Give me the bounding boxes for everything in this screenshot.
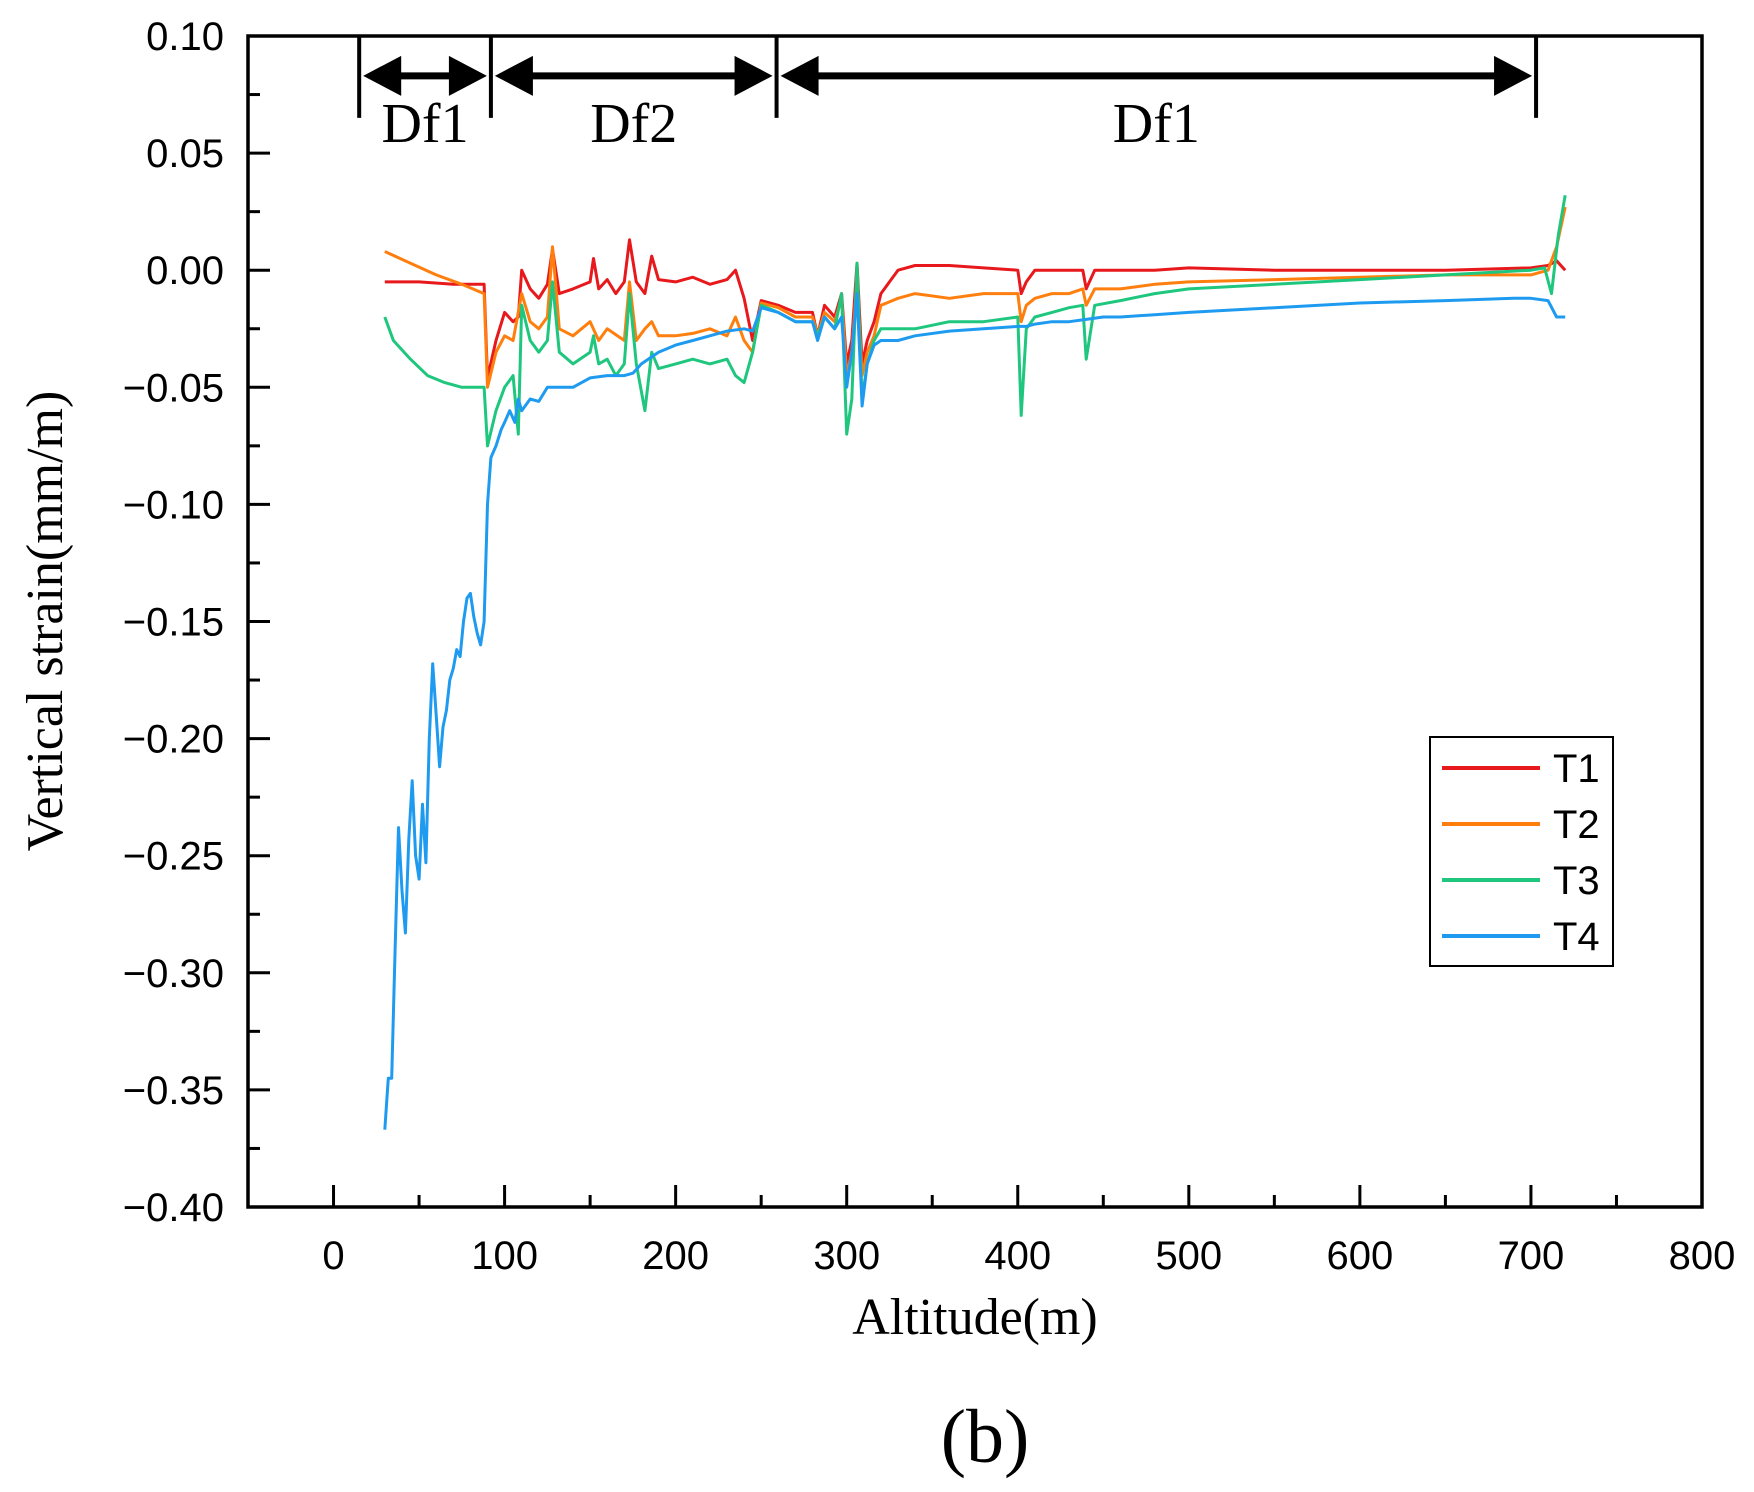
region-arrow-head-right [448, 55, 487, 96]
series-line-T3 [383, 195, 1567, 448]
region-label: Df1 [381, 93, 468, 155]
panel-label: (b) [941, 1395, 1030, 1479]
region-arrow-head-right [1494, 55, 1533, 96]
series-line-T2 [384, 206, 1567, 389]
region-arrow-head-left [780, 55, 819, 96]
y-tick-label: −0.10 [123, 483, 224, 527]
y-tick-label: 0.00 [146, 249, 224, 293]
x-tick-label: 400 [984, 1234, 1051, 1278]
x-axis: 0 100 200 300 400 500 600 700 800 [322, 1185, 1735, 1278]
y-tick-label: −0.30 [123, 952, 224, 996]
series-line-T1 [384, 238, 1567, 380]
y-tick-label: 0.10 [146, 15, 224, 59]
plot-frame [246, 34, 1704, 1209]
y-tick-label: −0.15 [123, 601, 224, 645]
x-tick-label: 500 [1155, 1234, 1222, 1278]
x-tick-label: 700 [1498, 1234, 1565, 1278]
x-axis-title: Altitude(m) [852, 1289, 1098, 1346]
legend-label-T3: T3 [1553, 859, 1600, 903]
region-annotations: Df1 Df2 Df1 [357, 36, 1539, 155]
y-tick-label: −0.05 [123, 366, 224, 410]
series-line-T4 [383, 292, 1566, 1130]
x-tick-label: 0 [322, 1234, 344, 1278]
y-tick-label: −0.40 [123, 1186, 224, 1230]
y-axis: 0.10 0.05 0.00 −0.05 −0.10 −0.15 −0.20 −0.25 −0.… [123, 15, 270, 1230]
region-arrow-head-left [494, 55, 533, 96]
y-tick-label: −0.25 [123, 835, 224, 879]
legend-label-T4: T4 [1553, 915, 1600, 959]
region-arrow-head-left [363, 55, 402, 96]
region-arrow-head-right [734, 55, 773, 96]
x-tick-label: 200 [642, 1234, 709, 1278]
x-tick-label: 800 [1669, 1234, 1736, 1278]
x-tick-label: 100 [471, 1234, 538, 1278]
legend-label-T1: T1 [1553, 747, 1600, 791]
legend-box [1429, 736, 1614, 967]
x-tick-label: 600 [1327, 1234, 1394, 1278]
region-label: Df2 [590, 93, 677, 155]
legend-label-T2: T2 [1553, 803, 1600, 847]
y-tick-label: 0.05 [146, 132, 224, 176]
legend: T1 T2 T3 T4 [1429, 736, 1614, 967]
y-tick-label: −0.35 [123, 1069, 224, 1113]
x-tick-label: 300 [813, 1234, 880, 1278]
series-layer [383, 195, 1567, 1130]
y-axis-title: Vertical strain(mm/m) [17, 391, 74, 852]
region-label: Df1 [1113, 93, 1200, 155]
y-tick-label: −0.20 [123, 718, 224, 762]
